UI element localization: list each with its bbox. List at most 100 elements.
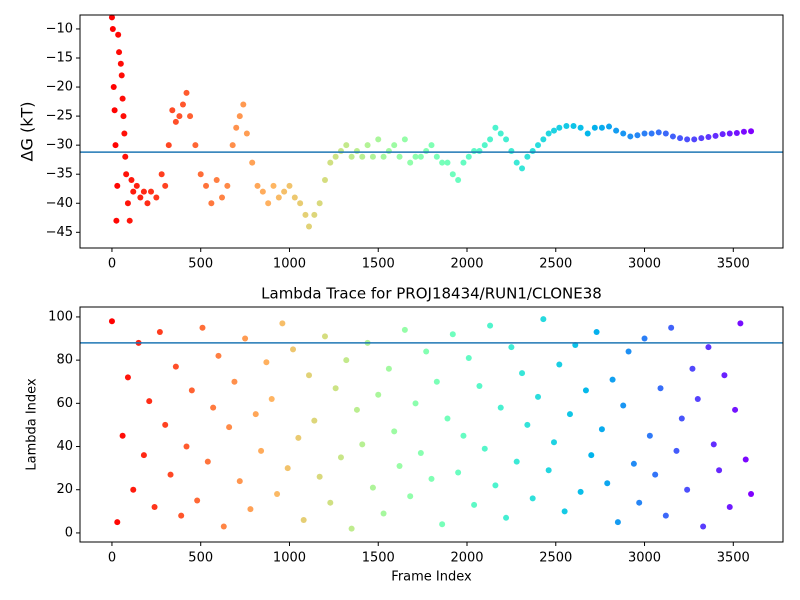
point xyxy=(428,142,435,149)
point xyxy=(118,72,125,79)
point xyxy=(524,421,531,428)
point xyxy=(380,153,387,160)
point xyxy=(641,335,648,342)
point xyxy=(162,182,169,189)
point xyxy=(114,182,121,189)
point xyxy=(634,132,641,139)
point xyxy=(116,49,123,56)
point xyxy=(204,458,211,465)
point xyxy=(684,136,691,143)
point xyxy=(737,320,744,327)
point xyxy=(401,326,408,333)
point xyxy=(167,471,174,478)
point xyxy=(332,153,339,160)
point xyxy=(284,465,291,472)
point xyxy=(669,133,676,140)
x-tick-label: 2000 xyxy=(450,551,483,566)
point xyxy=(199,324,206,331)
point xyxy=(503,136,510,143)
point xyxy=(556,361,563,368)
point xyxy=(113,217,120,224)
point xyxy=(179,101,186,108)
x-tick-label: 2500 xyxy=(539,551,572,566)
x-tick-label: 3500 xyxy=(717,257,750,272)
y-tick-label: −45 xyxy=(46,225,73,240)
point xyxy=(359,153,366,160)
point xyxy=(162,421,169,428)
point xyxy=(112,142,119,149)
point xyxy=(598,426,605,433)
point xyxy=(316,473,323,480)
point xyxy=(133,182,140,189)
point xyxy=(716,467,723,474)
point xyxy=(691,136,698,143)
point xyxy=(215,352,222,359)
point xyxy=(591,124,598,131)
y-tick-label: 60 xyxy=(56,396,73,411)
point xyxy=(343,142,350,149)
point xyxy=(449,331,456,338)
point xyxy=(327,159,334,166)
point xyxy=(613,127,620,134)
point xyxy=(151,504,158,511)
point xyxy=(444,415,451,422)
point xyxy=(748,491,755,498)
point xyxy=(733,129,740,136)
point xyxy=(593,329,600,336)
point xyxy=(694,396,701,403)
point xyxy=(297,200,304,207)
x-tick-label: 2500 xyxy=(539,257,572,272)
point xyxy=(140,188,147,195)
point xyxy=(396,462,403,469)
point xyxy=(641,130,648,137)
point xyxy=(114,519,121,526)
point xyxy=(233,124,240,131)
point xyxy=(121,130,128,137)
point xyxy=(627,133,634,140)
point xyxy=(119,95,126,102)
point xyxy=(183,443,190,450)
point xyxy=(290,346,297,353)
point xyxy=(192,142,199,149)
point xyxy=(524,153,531,160)
point xyxy=(148,188,155,195)
point xyxy=(503,514,510,521)
point xyxy=(115,31,122,38)
y-tick-label: −35 xyxy=(46,167,73,182)
point xyxy=(364,142,371,149)
y-tick-label: 80 xyxy=(56,353,73,368)
point xyxy=(231,378,238,385)
x-tick-label: 1000 xyxy=(273,257,306,272)
point xyxy=(130,486,137,493)
point xyxy=(620,402,627,409)
point xyxy=(337,454,344,461)
point xyxy=(109,25,116,32)
point xyxy=(423,147,430,154)
point xyxy=(321,177,328,184)
point xyxy=(240,101,247,108)
point xyxy=(662,130,669,137)
x-tick-label: 2000 xyxy=(450,257,483,272)
point xyxy=(652,471,659,478)
point xyxy=(677,135,684,142)
point xyxy=(224,182,231,189)
point xyxy=(316,200,323,207)
point xyxy=(130,188,137,195)
point xyxy=(306,223,313,230)
point xyxy=(270,182,277,189)
point xyxy=(471,147,478,154)
point xyxy=(726,130,733,137)
point xyxy=(337,147,344,154)
point xyxy=(460,432,467,439)
point xyxy=(302,211,309,218)
point xyxy=(471,501,478,508)
x-tick-label: 1500 xyxy=(362,257,395,272)
point xyxy=(176,113,183,120)
point xyxy=(311,417,318,424)
point xyxy=(254,182,261,189)
point xyxy=(540,136,547,143)
point xyxy=(252,411,259,418)
point xyxy=(353,406,360,413)
point xyxy=(197,171,204,178)
point xyxy=(673,447,680,454)
